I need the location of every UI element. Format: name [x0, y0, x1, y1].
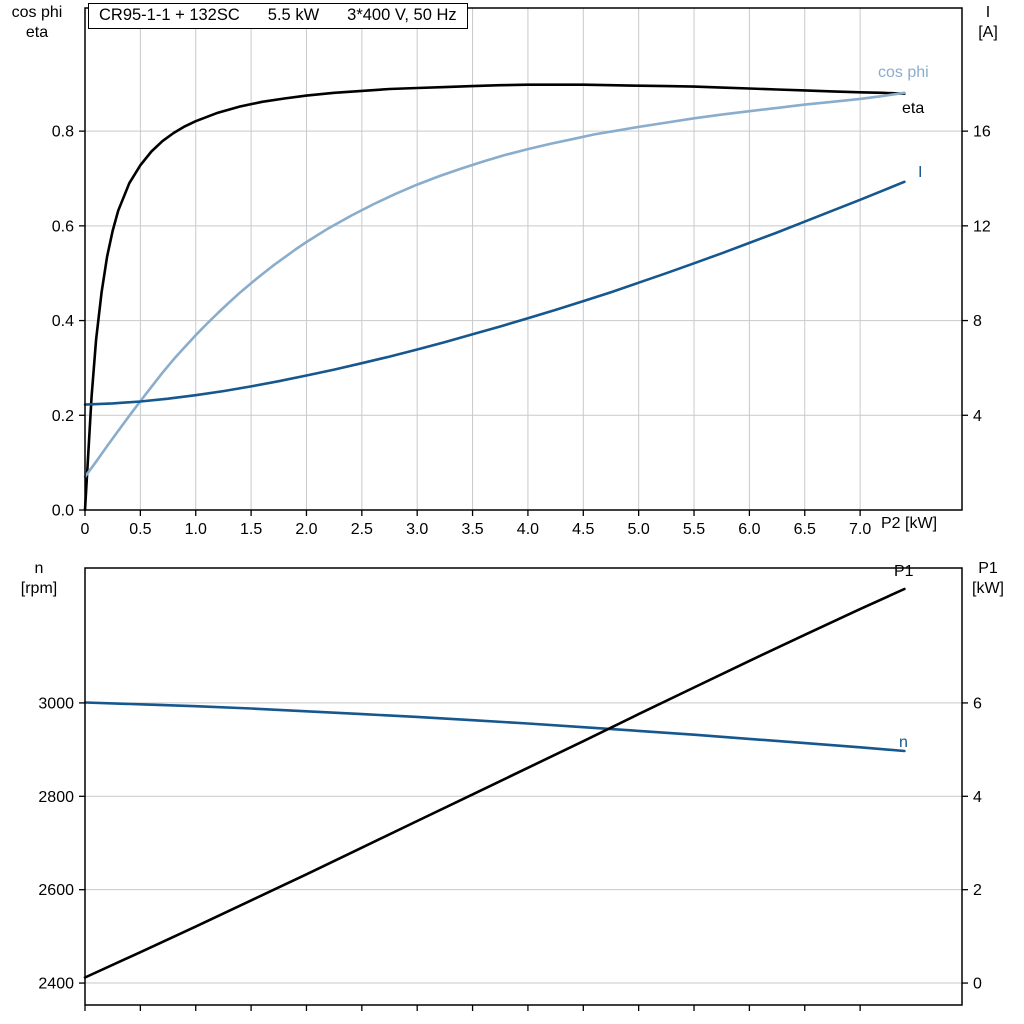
curve-label-eta: eta	[902, 100, 925, 117]
x-tick-label: 5.5	[683, 521, 705, 538]
plot-frame	[84, 567, 963, 1006]
supply-voltage-label: 3*400 V, 50 Hz	[347, 6, 457, 24]
curve-label-p1: P1	[894, 563, 914, 580]
speed-axis-unit: [rpm]	[20, 580, 58, 597]
right-tick-label: 12	[973, 218, 991, 235]
bottom-right-axis-header: P1 [kW]	[960, 559, 1016, 599]
right-tick-label: 8	[973, 313, 982, 330]
x-tick-label: 0.5	[129, 521, 151, 538]
left-tick-label: 3000	[38, 695, 74, 712]
I-curve	[83, 180, 906, 406]
right-tick-label: 6	[973, 695, 982, 712]
x-tick-label: 2.5	[351, 521, 373, 538]
cos-phi-axis-label: cos phi	[11, 4, 63, 21]
x-tick-label: 1.0	[185, 521, 207, 538]
top-right-axis-header: I [A]	[961, 3, 1015, 43]
top-chart: 0 0.5 1.0 1.5 2.0 2.5 3.0 3.5 4.0 4.5 5.0 5.5 6.0 6.5…	[52, 7, 991, 538]
x-tick-label: 6.0	[738, 521, 760, 538]
left-tick-label: 2800	[38, 789, 74, 806]
eta-curve	[83, 83, 906, 512]
eta-axis-label: eta	[25, 24, 49, 41]
x-tick-label: 2.0	[295, 521, 317, 538]
x-tick-label: 5.0	[628, 521, 650, 538]
left-tick-label: 2400	[38, 976, 74, 993]
x-tick-label: 4.0	[517, 521, 539, 538]
left-tick-label: 0.4	[52, 313, 74, 330]
p1-axis-unit: [kW]	[972, 580, 1004, 597]
speed-axis-label: n	[34, 560, 44, 577]
left-tick-label: 0.0	[52, 503, 74, 520]
right-tick-label: 0	[973, 976, 982, 993]
bottom-left-axis-header: n [rpm]	[6, 559, 72, 599]
right-tick-label: 4	[973, 408, 982, 425]
right-tick-label: 16	[973, 124, 991, 141]
power-rating-label: 5.5 kW	[267, 6, 320, 24]
P1-curve	[83, 587, 906, 979]
cos-phi-curve	[83, 91, 906, 479]
x-tick-label: 3.5	[461, 521, 483, 538]
bottom-chart: 2400 2600 2800 3000 0 2 4 6	[38, 567, 982, 1011]
right-tick-label: 2	[973, 882, 982, 899]
n-curve	[83, 701, 906, 753]
x-tick-label: 0	[81, 521, 90, 538]
x-axis-label: P2 [kW]	[881, 515, 938, 532]
curve-label-current: I	[918, 164, 923, 181]
plot-frame	[84, 7, 963, 511]
chart-title-box: CR95-1-1 + 132SC 5.5 kW 3*400 V, 50 Hz	[88, 3, 468, 29]
x-tick-label: 4.5	[572, 521, 594, 538]
left-tick-label: 0.6	[52, 218, 74, 235]
x-tick-label: 6.5	[794, 521, 816, 538]
right-tick-label: 4	[973, 789, 982, 806]
left-tick-label: 2600	[38, 882, 74, 899]
p1-axis-label: P1	[978, 560, 998, 577]
left-tick-label: 0.8	[52, 124, 74, 141]
x-tick-label: 3.0	[406, 521, 428, 538]
top-left-axis-header: cos phi eta	[3, 3, 71, 43]
curve-label-n: n	[899, 734, 908, 751]
current-axis-unit: [A]	[978, 24, 998, 41]
current-axis-label: I	[985, 4, 991, 21]
left-tick-label: 0.2	[52, 408, 74, 425]
x-tick-label: 1.5	[240, 521, 262, 538]
pump-model-label: CR95-1-1 + 132SC	[99, 6, 240, 24]
x-tick-label: 7.0	[849, 521, 871, 538]
curve-label-cos-phi: cos phi	[878, 64, 929, 81]
